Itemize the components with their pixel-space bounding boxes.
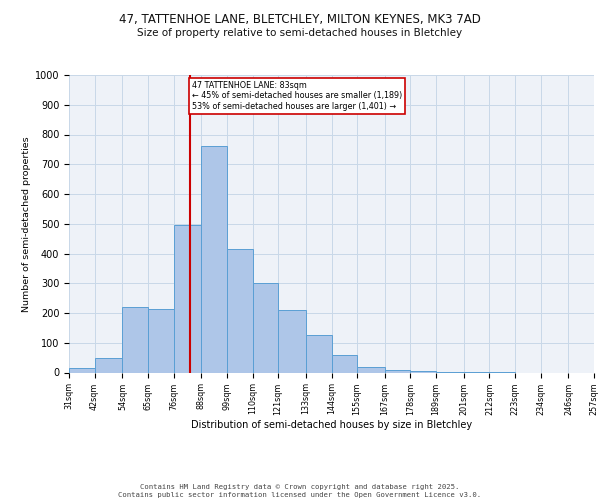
Bar <box>122 307 148 372</box>
Text: Size of property relative to semi-detached houses in Bletchley: Size of property relative to semi-detach… <box>137 28 463 38</box>
Bar <box>278 310 306 372</box>
Bar <box>202 146 227 372</box>
Bar <box>410 371 436 372</box>
X-axis label: Distribution of semi-detached houses by size in Bletchley: Distribution of semi-detached houses by … <box>191 420 472 430</box>
Text: Contains HM Land Registry data © Crown copyright and database right 2025.
Contai: Contains HM Land Registry data © Crown c… <box>118 484 482 498</box>
Bar <box>331 354 357 372</box>
Bar <box>173 225 202 372</box>
Bar <box>69 368 95 372</box>
Y-axis label: Number of semi-detached properties: Number of semi-detached properties <box>22 136 31 312</box>
Text: 47 TATTENHOE LANE: 83sqm
← 45% of semi-detached houses are smaller (1,189)
53% o: 47 TATTENHOE LANE: 83sqm ← 45% of semi-d… <box>192 81 403 111</box>
Bar <box>253 283 278 372</box>
Bar <box>227 249 253 372</box>
Bar <box>357 366 385 372</box>
Text: 47, TATTENHOE LANE, BLETCHLEY, MILTON KEYNES, MK3 7AD: 47, TATTENHOE LANE, BLETCHLEY, MILTON KE… <box>119 12 481 26</box>
Bar <box>95 358 122 372</box>
Bar <box>148 308 173 372</box>
Bar <box>306 336 332 372</box>
Bar <box>385 370 410 372</box>
